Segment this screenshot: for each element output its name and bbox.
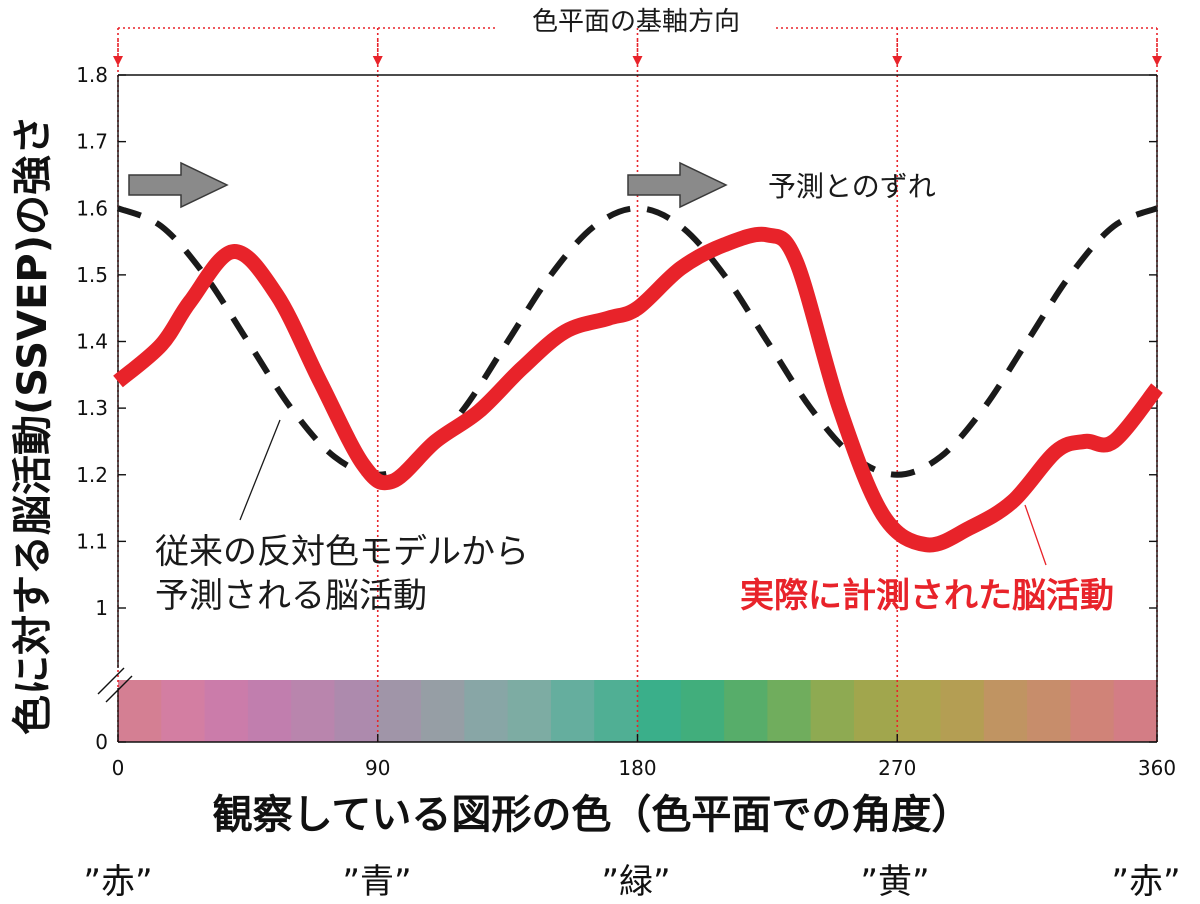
color-name-label: ”黄”: [860, 862, 929, 902]
series-lines: [113, 205, 1163, 553]
x-tick-label: 360: [1138, 756, 1176, 780]
break-slash: [105, 675, 133, 703]
color-bar-segment: [1070, 680, 1115, 742]
axis-break-mark: [97, 667, 133, 703]
bracket-arrowhead: [892, 56, 903, 66]
y-tick-label: 1.7: [76, 130, 108, 154]
break-slash: [97, 667, 125, 695]
y-tick-label: 0: [95, 730, 108, 754]
color-name-labels: ”赤” ”青” ”緑” ”黄” ”赤”: [83, 862, 1180, 902]
color-bar-segment: [810, 680, 855, 742]
color-name-label: ”緑”: [601, 862, 670, 902]
color-bar: [118, 680, 1158, 742]
color-bar-segment: [1113, 680, 1158, 742]
shift-arrows: [128, 161, 728, 209]
y-axis-ticks: 0 1 1.1 1.2 1.3 1.4 1.5 1.6 1.7 1.8: [76, 63, 1157, 754]
color-bar-segment: [853, 680, 898, 742]
shift-label: 予測とのずれ: [768, 170, 936, 203]
model-label-line-2: 予測される脳活動: [155, 576, 427, 616]
color-bar-segment: [897, 680, 942, 742]
bracket-arrowhead: [632, 56, 643, 66]
x-axis-ticks: 0 90 180 270 360: [112, 734, 1176, 780]
y-tick-label: 1.1: [76, 529, 108, 553]
color-name-label: ”青”: [342, 862, 411, 902]
color-bar-segment: [507, 680, 552, 742]
measured-label: 実際に計測された脳活動: [740, 576, 1114, 616]
y-tick-label: 1.8: [76, 63, 108, 87]
y-axis-label: 色に対する脳活動(SSVEP)の強さ: [10, 115, 56, 735]
color-name-label: ”赤”: [1111, 862, 1180, 902]
color-bar-segment: [377, 680, 422, 742]
x-tick-label: 90: [365, 756, 390, 780]
model-pointer-line: [239, 419, 281, 521]
bracket-arrowhead: [372, 56, 383, 66]
color-bar-segment: [464, 680, 509, 742]
color-bar-segment: [940, 680, 985, 742]
color-name-label: ”赤”: [83, 862, 152, 902]
x-axis-label: 観察している図形の色（色平面での角度）: [213, 792, 972, 838]
annotation-pointers: [239, 419, 1047, 566]
measured-pointer-line: [1024, 504, 1047, 566]
color-bar-segment: [118, 680, 162, 742]
bracket-arrowhead: [1152, 56, 1162, 66]
y-tick-label: 1: [95, 596, 108, 620]
shift-arrow-icon: [627, 161, 728, 209]
y-tick-label: 1.5: [76, 263, 108, 287]
color-bar-segment: [550, 680, 595, 742]
color-bar-segment: [637, 680, 682, 742]
x-tick-label: 180: [618, 756, 656, 780]
color-bar-segment: [1027, 680, 1072, 742]
color-bar-segment: [421, 680, 465, 742]
color-bar-segment: [334, 680, 379, 742]
x-tick-label: 270: [878, 756, 916, 780]
color-bar-segment: [161, 680, 206, 742]
color-bar-segment: [247, 680, 292, 742]
top-annotation-label: 色平面の基軸方向: [532, 7, 740, 37]
color-bar-segment: [724, 680, 768, 742]
shift-arrow-icon: [128, 161, 229, 209]
color-bar-segment: [291, 680, 336, 742]
bracket-arrowhead: [113, 56, 123, 66]
y-tick-label: 1.3: [76, 396, 108, 420]
color-bar-segment: [680, 680, 725, 742]
color-bar-segment: [594, 680, 639, 742]
y-tick-label: 1.4: [76, 330, 108, 354]
color-bar-segment: [767, 680, 812, 742]
color-bar-segment: [204, 680, 249, 742]
color-bar-segment: [983, 680, 1028, 742]
measured-activity-line: [113, 226, 1163, 553]
model-label-line-1: 従来の反対色モデルから: [155, 532, 529, 572]
top-annotation-bracket: [113, 27, 1162, 66]
y-tick-label: 1.2: [76, 463, 108, 487]
x-tick-label: 0: [112, 756, 125, 780]
reference-lines: [117, 40, 1158, 742]
y-tick-label: 1.6: [76, 196, 108, 220]
